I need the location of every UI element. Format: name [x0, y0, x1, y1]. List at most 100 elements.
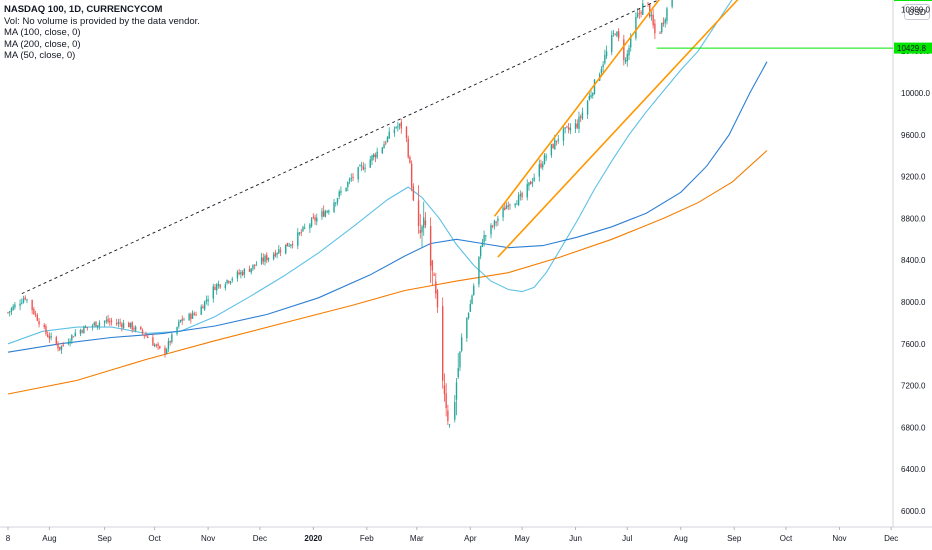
channel-lower-line[interactable] [497, 0, 777, 258]
candle-body [255, 264, 258, 266]
candle-body [479, 245, 482, 257]
candle-body [10, 308, 13, 312]
candle-body [45, 326, 47, 334]
candle-body [278, 249, 280, 254]
candle-body [321, 211, 323, 217]
channel-upper-line[interactable] [493, 0, 777, 217]
candle-body [373, 154, 375, 158]
candle-body [586, 101, 589, 115]
y-tick-label: 6800.0 [901, 423, 926, 432]
candle-body [55, 337, 57, 344]
candle-body [304, 227, 306, 229]
candle-body [395, 127, 397, 129]
indicator-ma100[interactable]: MA (100, close, 0) [4, 27, 81, 38]
candle-body [336, 198, 339, 203]
candle-body [117, 322, 120, 324]
candle-body [115, 323, 118, 325]
candle-body [248, 269, 251, 272]
candle-body [9, 311, 11, 313]
candle-body [614, 34, 616, 36]
candle-body [152, 337, 154, 346]
candle-body [316, 217, 318, 222]
candle-body [91, 325, 94, 327]
candle-body [143, 334, 145, 336]
candle-body [300, 231, 302, 233]
candle-body [455, 382, 458, 400]
candle-body [528, 182, 530, 186]
candle-body [383, 144, 385, 149]
candle-body [604, 55, 606, 64]
candle-body [302, 226, 304, 232]
candle-body [554, 139, 556, 150]
candle-body [340, 191, 342, 193]
candle-body [552, 143, 554, 149]
candle-body [288, 245, 290, 247]
candle-body [97, 325, 99, 328]
candle-body [109, 321, 111, 323]
candle-body [203, 301, 206, 310]
candle-body [580, 116, 582, 118]
candle-body [43, 324, 45, 327]
candle-body [543, 154, 546, 165]
candle-body [564, 127, 566, 129]
candle-body [241, 272, 244, 276]
candle-body [419, 229, 421, 234]
candle-body [207, 299, 209, 302]
candle-body [483, 235, 485, 243]
y-tick-label: 7200.0 [901, 382, 926, 391]
candle-body [276, 253, 278, 255]
candle-body [398, 123, 401, 126]
dashed-trend-line[interactable] [21, 0, 810, 295]
candle-body [574, 123, 577, 129]
candle-body [410, 163, 413, 188]
candle-body [153, 344, 156, 347]
candle-body [517, 195, 520, 206]
indicator-ma200[interactable]: MA (200, close, 0) [4, 38, 81, 50]
candle-body [457, 367, 459, 378]
x-tick-label: Apr [464, 534, 477, 543]
x-tick-label: Sep [727, 534, 742, 543]
candle-body [103, 320, 106, 323]
currency-button[interactable]: USD [904, 4, 930, 20]
candle-body [260, 257, 263, 264]
ma-line [7, 61, 768, 353]
candle-body [107, 318, 109, 322]
candle-body [79, 329, 82, 334]
candle-body [67, 342, 70, 345]
candle-body [569, 127, 572, 131]
candle-body [478, 256, 480, 285]
candle-body [84, 326, 87, 328]
candle-body [348, 179, 351, 181]
candle-body [195, 314, 197, 316]
candle-body [624, 60, 627, 62]
candle-body [605, 51, 608, 57]
candle-body [345, 187, 347, 192]
candle-body [505, 205, 508, 209]
candle-body [59, 346, 61, 350]
candle-body [202, 306, 204, 309]
candle-body [264, 255, 266, 262]
candle-body [290, 244, 292, 246]
candle-body [538, 164, 540, 177]
candle-body [481, 242, 484, 247]
candle-body [21, 302, 23, 304]
candle-body [250, 268, 252, 273]
candle-body [611, 34, 613, 52]
candle-body [46, 334, 49, 337]
indicator-ma50[interactable]: MA (50, close, 0) [4, 50, 76, 61]
candle-body [602, 64, 604, 68]
candle-body [236, 271, 239, 279]
candle-body [240, 272, 242, 275]
y-tick-label: 10800.0 [901, 5, 930, 14]
candle-body [545, 156, 547, 158]
candle-body [385, 142, 387, 144]
candle-body [357, 167, 359, 180]
candle-body [661, 23, 663, 33]
x-tick-label: Jun [569, 534, 582, 543]
candle-body [421, 226, 423, 233]
candle-body [226, 279, 228, 284]
symbol-title[interactable]: NASDAQ 100, 1D, CURRENCYCOM [4, 4, 163, 15]
candle-body [167, 341, 170, 349]
candle-body [671, 0, 673, 7]
